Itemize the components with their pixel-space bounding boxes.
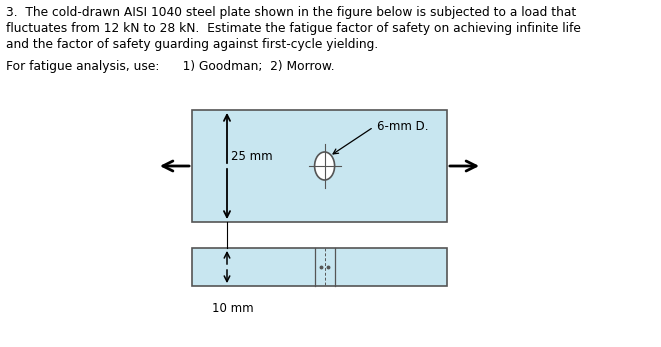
Text: For fatigue analysis, use:      1) Goodman;  2) Morrow.: For fatigue analysis, use: 1) Goodman; 2… <box>6 60 334 73</box>
Text: 6-mm D.: 6-mm D. <box>377 119 428 133</box>
Text: and the factor of safety guarding against first-cycle yielding.: and the factor of safety guarding agains… <box>6 38 378 51</box>
Bar <box>192 248 447 286</box>
Ellipse shape <box>315 152 334 180</box>
Bar <box>192 110 447 222</box>
Text: 3.  The cold-drawn AISI 1040 steel plate shown in the figure below is subjected : 3. The cold-drawn AISI 1040 steel plate … <box>6 6 576 19</box>
Text: fluctuates from 12 kN to 28 kN.  Estimate the fatigue factor of safety on achiev: fluctuates from 12 kN to 28 kN. Estimate… <box>6 22 581 35</box>
Text: 25 mm: 25 mm <box>231 150 272 163</box>
Text: 10 mm: 10 mm <box>212 302 254 315</box>
